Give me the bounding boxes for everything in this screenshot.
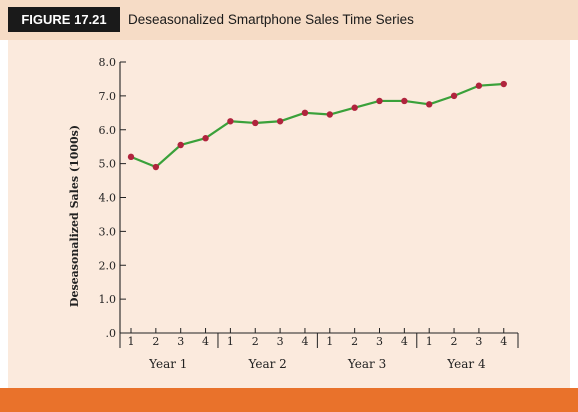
figure-title: Deseasonalized Smartphone Sales Time Ser… bbox=[128, 12, 414, 27]
data-point bbox=[475, 82, 483, 89]
x-tick-label: 2 bbox=[152, 335, 159, 348]
x-tick-label: 2 bbox=[252, 335, 259, 348]
data-point bbox=[152, 163, 160, 171]
year-label: Year 2 bbox=[248, 357, 287, 371]
x-tick-label: 3 bbox=[277, 335, 284, 348]
data-point bbox=[301, 109, 309, 117]
data-point bbox=[450, 92, 458, 100]
x-tick-label: 1 bbox=[128, 335, 135, 348]
data-point bbox=[202, 135, 209, 142]
year-label: Year 4 bbox=[446, 357, 486, 371]
x-tick-label: 4 bbox=[500, 335, 507, 348]
figure-label: FIGURE 17.21 bbox=[8, 7, 120, 32]
x-tick-label: 4 bbox=[301, 335, 308, 348]
data-point bbox=[127, 153, 135, 161]
figure-header: FIGURE 17.21 Deseasonalized Smartphone S… bbox=[0, 0, 578, 40]
x-tick-label: 3 bbox=[475, 335, 482, 348]
data-point bbox=[326, 111, 333, 118]
series-layer bbox=[127, 80, 507, 171]
x-tick-label: 1 bbox=[426, 335, 433, 348]
x-axis: 1 2 3 4 1 2 3 4 1 2 3 4 1 2 3 4 Year 1 Year 2 Year 3 Year 4 bbox=[119, 328, 519, 371]
y-axis-label: Deseasonalized Sales (1000s) bbox=[68, 125, 81, 307]
data-point bbox=[276, 118, 284, 125]
x-tick-label: 3 bbox=[376, 335, 383, 348]
y-tick-label: 6.0 bbox=[99, 124, 117, 137]
x-tick-label: 2 bbox=[451, 335, 458, 348]
y-tick-label: 4.0 bbox=[99, 192, 117, 205]
data-point bbox=[426, 101, 433, 108]
x-tick-label: 4 bbox=[401, 335, 408, 348]
chart-panel bbox=[8, 40, 570, 388]
data-point bbox=[500, 80, 507, 88]
x-tick-label: 1 bbox=[326, 335, 333, 348]
data-point bbox=[177, 141, 184, 149]
y-tick-label: 7.0 bbox=[99, 90, 117, 103]
y-tick-label: 3.0 bbox=[99, 225, 117, 238]
year-label: Year 1 bbox=[148, 357, 187, 371]
year-label: Year 3 bbox=[347, 357, 386, 371]
data-point bbox=[376, 97, 383, 105]
x-tick-label: 4 bbox=[202, 335, 209, 348]
series-line bbox=[130, 82, 504, 169]
data-point bbox=[401, 97, 408, 105]
data-point bbox=[351, 104, 358, 111]
y-tick-label: .0 bbox=[106, 327, 117, 340]
x-tick-label: 1 bbox=[227, 335, 234, 348]
y-tick-label: 1.0 bbox=[99, 293, 117, 306]
x-tick-label: 3 bbox=[177, 335, 184, 348]
data-point bbox=[227, 118, 234, 125]
y-tick-label: 5.0 bbox=[99, 158, 117, 171]
bottom-accent-bar bbox=[0, 388, 578, 412]
y-tick-label: 2.0 bbox=[99, 259, 117, 272]
data-point bbox=[252, 119, 259, 127]
x-tick-label: 2 bbox=[351, 335, 358, 348]
y-tick-label: 8.0 bbox=[99, 56, 117, 69]
y-axis: .0 1.0 2.0 3.0 4.0 5.0 6.0 7.0 8.0 bbox=[99, 56, 126, 340]
